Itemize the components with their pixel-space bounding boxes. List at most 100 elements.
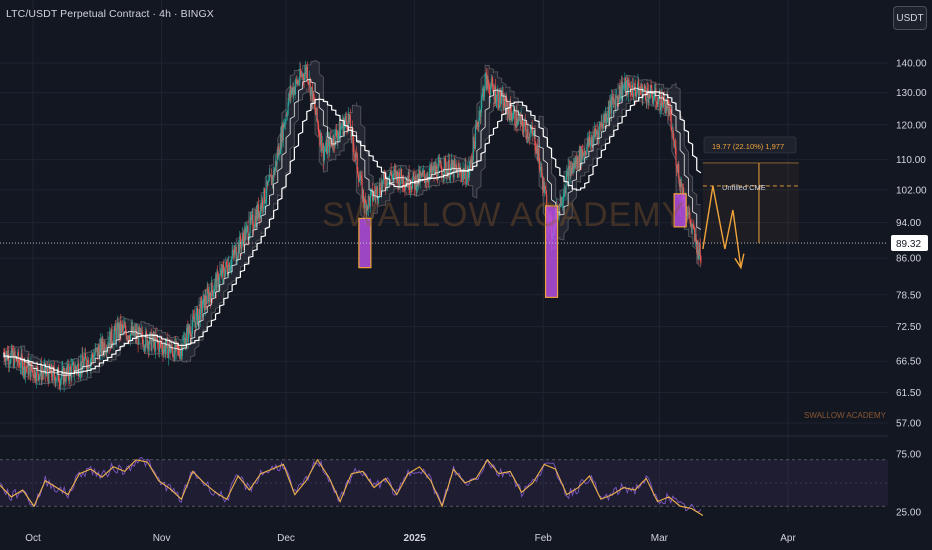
- candle-body: [475, 126, 477, 128]
- candle-body: [213, 290, 215, 293]
- candle-body: [111, 328, 113, 344]
- candle-body: [33, 368, 35, 378]
- candle-body: [457, 166, 459, 178]
- candle-body: [409, 189, 411, 191]
- candle-body: [572, 163, 574, 171]
- candle-body: [191, 326, 193, 338]
- candle-body: [23, 360, 25, 371]
- candle-body: [306, 66, 309, 81]
- candle-body: [573, 165, 575, 171]
- candle-body: [468, 168, 470, 178]
- candle-body: [89, 360, 91, 367]
- candle-body: [430, 166, 432, 174]
- candle-body: [690, 224, 692, 227]
- candle-body: [521, 114, 523, 119]
- candle-body: [170, 344, 172, 350]
- candle-body: [53, 366, 55, 369]
- currency-button[interactable]: USDT: [893, 6, 927, 30]
- candle-body: [636, 89, 638, 93]
- candle-body: [354, 155, 356, 158]
- candle-body: [152, 333, 154, 343]
- candle-body: [319, 135, 321, 145]
- candle-body: [293, 87, 295, 96]
- candle-body: [10, 353, 12, 363]
- candle-body: [456, 168, 459, 178]
- candle-body: [671, 130, 673, 133]
- candle-body: [611, 96, 613, 114]
- candle-body: [622, 86, 624, 95]
- candle-body: [542, 178, 544, 190]
- candle-body: [26, 359, 29, 368]
- price-tick-label: 86.00: [896, 254, 921, 265]
- candle-body: [490, 78, 492, 88]
- candle-body: [149, 331, 152, 334]
- candle-body: [575, 158, 577, 169]
- candle-body: [700, 256, 702, 264]
- candle-body: [154, 334, 156, 352]
- candle-body: [74, 366, 76, 372]
- candle-body: [398, 172, 400, 188]
- price-tick-label: 102.00: [896, 185, 927, 196]
- candle-body: [96, 347, 98, 357]
- candle-body: [525, 125, 527, 135]
- candle-body: [404, 186, 406, 189]
- time-axis: Oct Nov Dec 2025 Feb Mar Apr: [25, 533, 796, 544]
- candle-body: [156, 338, 158, 340]
- candle-body: [417, 173, 419, 185]
- candle-body: [343, 124, 345, 135]
- candle-body: [121, 324, 123, 327]
- candle-body: [75, 366, 77, 369]
- candle-body: [509, 102, 511, 120]
- candle-body: [21, 353, 23, 359]
- candle-body: [284, 122, 286, 128]
- candle-body: [385, 177, 387, 188]
- candle-body: [446, 169, 448, 178]
- candle-body: [164, 344, 166, 354]
- candle-body: [569, 166, 571, 177]
- candle-body: [486, 75, 488, 90]
- candle-body: [279, 133, 282, 154]
- candle-body: [331, 145, 333, 147]
- candle-body: [255, 215, 257, 227]
- candle-body: [284, 121, 286, 123]
- candle-body: [372, 197, 374, 201]
- candle-body: [371, 188, 373, 191]
- candle-body: [166, 338, 168, 340]
- candle-body: [692, 224, 694, 228]
- candle-body: [116, 327, 118, 342]
- candle-body: [559, 204, 561, 208]
- candle-body: [423, 170, 425, 177]
- candle-body: [80, 361, 82, 372]
- highlight-box: [358, 217, 372, 269]
- candle-body: [148, 343, 150, 351]
- candle-body: [311, 86, 313, 105]
- candle-body: [158, 342, 160, 352]
- candle-body: [257, 204, 259, 218]
- price-tick-label: 120.00: [896, 120, 927, 131]
- candle-body: [209, 293, 211, 296]
- candle-body: [609, 100, 611, 107]
- candle-body: [183, 338, 185, 341]
- candle-body: [267, 181, 269, 186]
- candle-body: [689, 212, 691, 220]
- candle-body: [192, 316, 194, 318]
- candle-body: [676, 165, 678, 170]
- time-tick-label: Mar: [651, 533, 669, 544]
- candle-body: [51, 376, 53, 380]
- candle-body: [147, 342, 149, 348]
- candle-body: [143, 345, 145, 347]
- candle-body: [531, 127, 533, 132]
- candle-body: [197, 307, 199, 325]
- candle-body: [259, 211, 261, 217]
- price-tick-label: 57.00: [896, 419, 921, 430]
- candle-body: [419, 173, 421, 183]
- candle-body: [389, 170, 391, 175]
- candle-body: [425, 180, 427, 183]
- candle-body: [275, 160, 277, 166]
- candle-body: [380, 182, 383, 196]
- candle-body: [358, 176, 360, 182]
- candle-body: [314, 103, 316, 111]
- candle-body: [671, 131, 674, 133]
- candle-body: [311, 86, 313, 88]
